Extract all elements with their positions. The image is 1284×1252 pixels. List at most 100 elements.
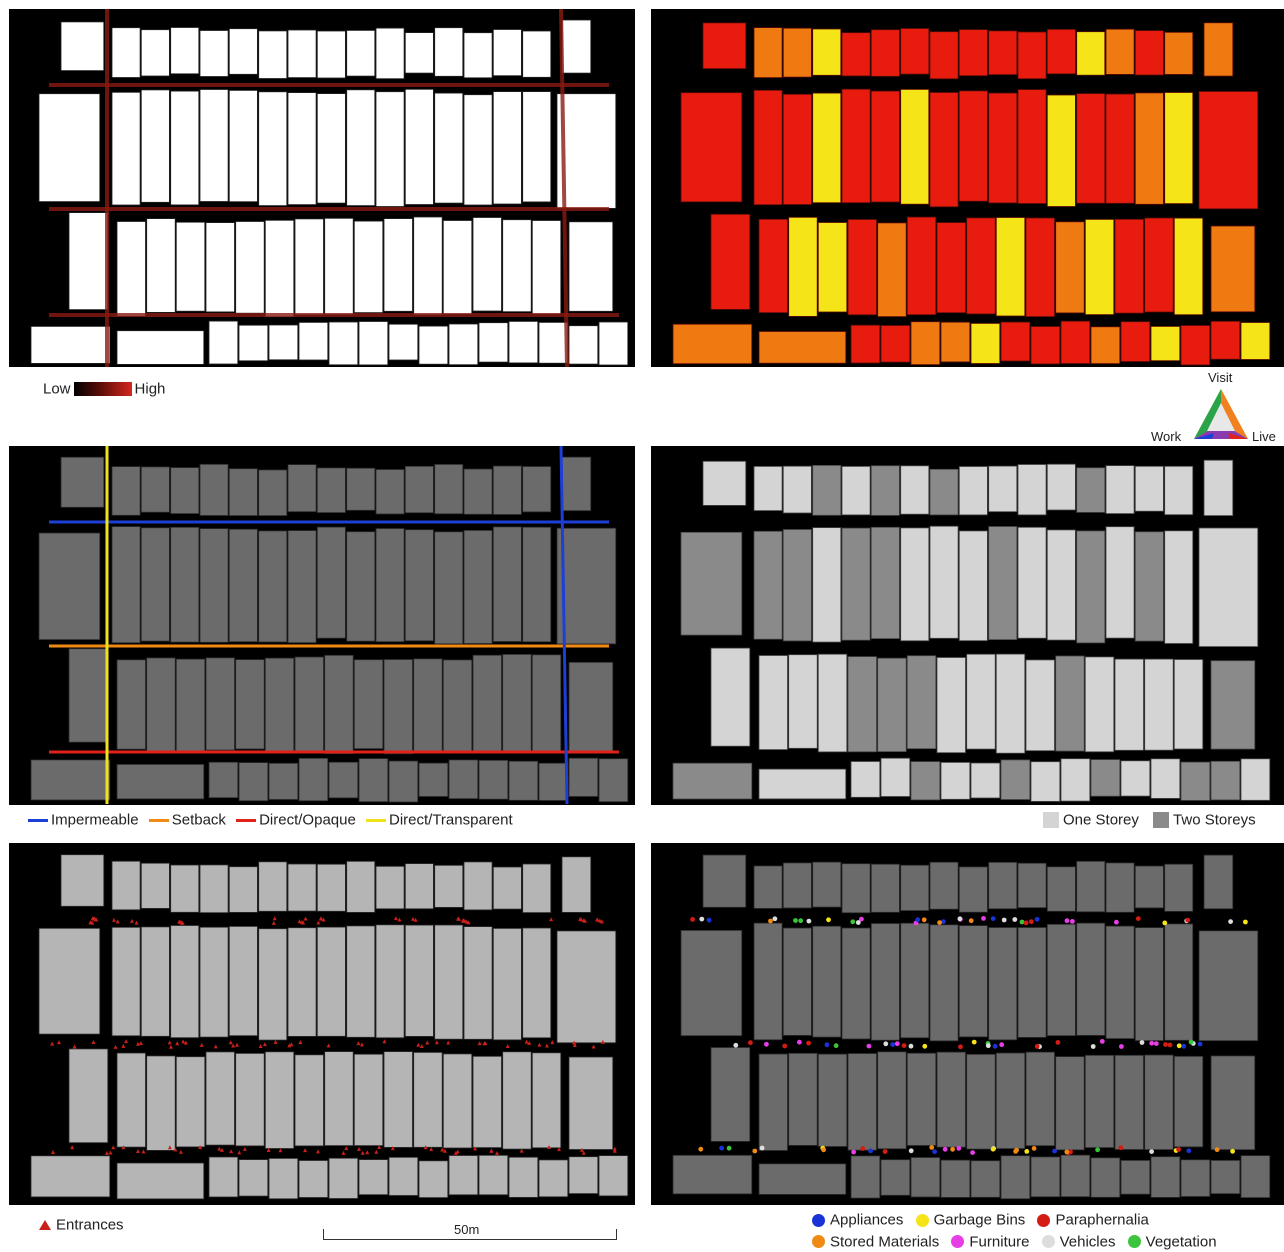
object-marker: [798, 918, 804, 924]
building: [758, 655, 788, 750]
building: [870, 526, 900, 640]
building: [753, 865, 783, 909]
building: [434, 864, 464, 908]
building: [1134, 92, 1164, 205]
object-marker: [1070, 919, 1075, 924]
building: [900, 527, 930, 642]
entrance-marker: [168, 1044, 173, 1049]
object-marker: [719, 1145, 724, 1151]
building: [847, 1053, 877, 1151]
building: [870, 863, 900, 913]
entrance-marker: [303, 916, 308, 921]
building: [1164, 465, 1194, 516]
object-marker: [772, 916, 778, 922]
street-frontage-lines: [49, 446, 619, 805]
building: [175, 221, 206, 312]
object-marker: [1064, 918, 1070, 924]
building: [880, 757, 911, 797]
entrance-marker: [266, 1147, 271, 1152]
building: [568, 757, 599, 797]
building: [906, 216, 937, 316]
entrance-marker: [494, 1150, 499, 1155]
entrance-marker: [316, 920, 321, 925]
entrance-marker: [473, 1146, 478, 1151]
entrance-marker: [139, 1040, 144, 1045]
object-marker: [1162, 920, 1168, 926]
building: [346, 89, 376, 207]
point-markers: [690, 916, 1248, 1156]
entrance-marker: [550, 1040, 555, 1045]
object-marker: [1135, 916, 1141, 921]
entrance-marker: [591, 1044, 596, 1049]
building: [238, 324, 269, 362]
building: [1120, 760, 1151, 797]
building: [199, 926, 229, 1038]
building: [1105, 465, 1135, 515]
building: [116, 763, 205, 800]
entrance-marker: [382, 1039, 387, 1044]
building: [958, 90, 988, 202]
building: [988, 465, 1018, 513]
building: [1114, 218, 1144, 314]
building: [672, 323, 753, 365]
building: [970, 1160, 1001, 1198]
building: [205, 222, 235, 313]
building: [140, 29, 170, 77]
building: [140, 466, 170, 513]
building: [175, 658, 206, 752]
object-marker: [1052, 1148, 1057, 1154]
building: [388, 323, 419, 361]
object-marker: [915, 917, 921, 923]
impermeable-label: Impermeable: [51, 811, 139, 829]
building: [1000, 1155, 1031, 1200]
entrance-marker: [136, 1041, 141, 1046]
entrance-marker: [228, 1040, 233, 1045]
objects-legend: Appliances Garbage Bins Paraphernalia St…: [812, 1209, 1217, 1252]
building: [1055, 655, 1085, 752]
building: [988, 927, 1018, 1041]
building: [1144, 658, 1174, 751]
entrance-marker: [242, 1146, 247, 1151]
building: [598, 321, 629, 366]
building: [966, 653, 996, 750]
object-marker: [1176, 1147, 1181, 1152]
building: [463, 530, 493, 644]
building: [870, 90, 900, 203]
object-marker: [821, 1147, 826, 1153]
building: [812, 527, 842, 643]
garbage-bins-label: Garbage Bins: [933, 1211, 1026, 1229]
building: [850, 761, 881, 798]
building: [478, 1154, 509, 1196]
building: [1017, 31, 1047, 80]
building: [170, 90, 200, 206]
building: [442, 220, 473, 315]
object-marker: [1012, 917, 1018, 922]
building: [538, 762, 569, 801]
building: [264, 657, 295, 753]
building: [264, 1051, 295, 1149]
object-marker: [824, 1042, 830, 1048]
building: [880, 1159, 911, 1196]
entrance-marker: [579, 1147, 584, 1152]
entrance-marker: [180, 920, 185, 925]
building: [146, 218, 176, 313]
building: [442, 659, 473, 752]
building: [1105, 93, 1135, 204]
building: [1210, 320, 1241, 360]
building: [1210, 760, 1241, 801]
object-marker: [937, 920, 942, 925]
entrance-marker: [581, 1150, 586, 1155]
object-marker: [999, 1042, 1005, 1048]
building: [208, 1156, 239, 1198]
entrance-marker: [112, 917, 117, 922]
building: [1114, 1054, 1144, 1150]
building: [522, 30, 552, 78]
building: [268, 1157, 299, 1200]
building: [1046, 529, 1076, 641]
entrance-marker: [94, 917, 99, 922]
building: [492, 465, 522, 515]
building: [1105, 526, 1135, 639]
object-marker: [921, 917, 927, 923]
heat-gradient: [73, 382, 132, 397]
building: [68, 1048, 109, 1144]
